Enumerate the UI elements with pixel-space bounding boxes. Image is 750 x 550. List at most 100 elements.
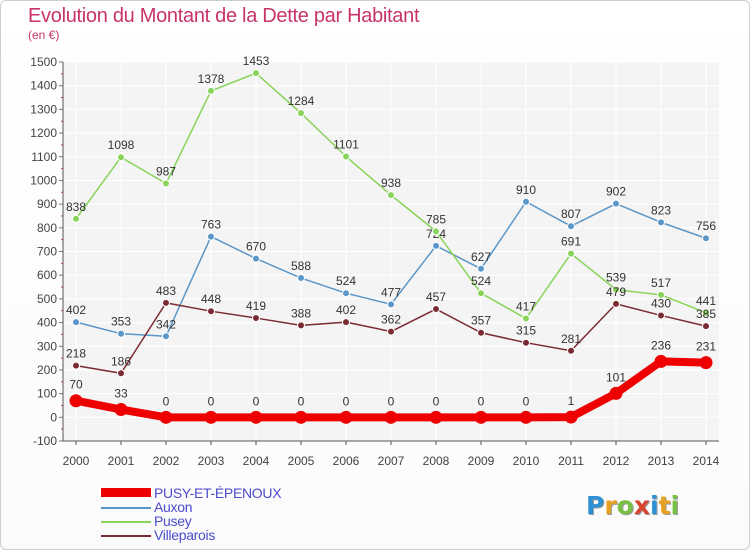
data-point bbox=[702, 308, 710, 317]
data-point bbox=[657, 311, 665, 320]
data-label: 756 bbox=[696, 219, 716, 233]
data-point bbox=[429, 410, 443, 424]
data-point bbox=[519, 410, 533, 424]
data-point bbox=[702, 234, 710, 243]
data-label: 1 bbox=[568, 394, 575, 408]
series-auxon: 4023533427636705885244777246279108079028… bbox=[66, 183, 716, 341]
data-point bbox=[567, 222, 575, 231]
x-tick-label: 2009 bbox=[468, 454, 495, 468]
data-point bbox=[657, 290, 665, 299]
legend-label-villeparois: Villeparois bbox=[154, 527, 216, 543]
data-label: 0 bbox=[298, 394, 305, 408]
data-point bbox=[339, 410, 353, 424]
y-tick-label: 700 bbox=[37, 245, 57, 259]
data-point bbox=[72, 318, 80, 327]
data-label: 785 bbox=[426, 212, 446, 226]
data-point bbox=[477, 328, 485, 337]
data-label: 281 bbox=[561, 332, 581, 346]
data-label: 670 bbox=[246, 240, 266, 254]
logo-letter: i bbox=[650, 491, 659, 520]
y-tick-label: 1000 bbox=[30, 173, 57, 187]
data-point bbox=[342, 318, 350, 327]
x-tick-label: 2012 bbox=[603, 454, 630, 468]
data-point bbox=[432, 241, 440, 250]
data-label: 483 bbox=[156, 284, 176, 298]
y-tick-label: 600 bbox=[37, 268, 57, 282]
data-point bbox=[342, 289, 350, 298]
data-label: 430 bbox=[651, 296, 671, 310]
data-label: 0 bbox=[163, 394, 170, 408]
data-label: 0 bbox=[253, 394, 260, 408]
data-point bbox=[477, 289, 485, 298]
data-point bbox=[207, 307, 215, 316]
data-label: 231 bbox=[696, 340, 716, 354]
logo-letter: o bbox=[616, 491, 634, 520]
y-tick-label: 0 bbox=[50, 410, 57, 424]
x-tick-label: 2008 bbox=[423, 454, 450, 468]
data-point bbox=[612, 299, 620, 308]
x-tick-label: 2014 bbox=[693, 454, 720, 468]
data-label: 902 bbox=[606, 185, 626, 199]
data-label: 987 bbox=[156, 165, 176, 179]
data-label: 448 bbox=[201, 292, 221, 306]
data-label: 910 bbox=[516, 183, 536, 197]
data-point bbox=[522, 314, 530, 323]
data-point bbox=[522, 197, 530, 206]
data-label: 0 bbox=[433, 394, 440, 408]
legend-swatch-pusy bbox=[101, 488, 151, 497]
logo-letter: r bbox=[604, 491, 617, 520]
data-point bbox=[162, 332, 170, 341]
data-label: 1284 bbox=[288, 94, 315, 108]
x-tick-label: 2001 bbox=[108, 454, 135, 468]
y-tick-label: 1100 bbox=[31, 150, 57, 164]
data-label: 479 bbox=[606, 285, 626, 299]
data-point bbox=[297, 109, 305, 118]
y-tick-label: 300 bbox=[37, 339, 57, 353]
data-point bbox=[612, 199, 620, 208]
x-tick-label: 2006 bbox=[333, 454, 360, 468]
data-point bbox=[432, 227, 440, 236]
data-label: 938 bbox=[381, 176, 401, 190]
data-point bbox=[387, 300, 395, 309]
logo-letter: i bbox=[670, 491, 680, 520]
data-label: 218 bbox=[66, 347, 86, 361]
data-point bbox=[162, 179, 170, 188]
data-label: 357 bbox=[471, 314, 491, 328]
x-tick-label: 2002 bbox=[153, 454, 180, 468]
data-point bbox=[564, 410, 578, 424]
data-point bbox=[294, 410, 308, 424]
data-label: 1378 bbox=[198, 72, 225, 86]
data-label: 539 bbox=[606, 271, 626, 285]
data-point bbox=[72, 361, 80, 370]
data-label: 441 bbox=[696, 294, 716, 308]
data-point bbox=[474, 410, 488, 424]
x-tick-label: 2010 bbox=[513, 454, 540, 468]
data-label: 33 bbox=[114, 386, 128, 400]
data-label: 517 bbox=[651, 276, 671, 290]
data-point bbox=[297, 321, 305, 330]
legend-label-pusey: Pusey bbox=[154, 513, 192, 529]
data-label: 0 bbox=[343, 394, 350, 408]
chart-title: Evolution du Montant de la Dette par Hab… bbox=[28, 5, 420, 27]
data-label: 236 bbox=[651, 338, 671, 352]
data-label: 807 bbox=[561, 207, 581, 221]
x-tick-label: 2000 bbox=[63, 454, 90, 468]
data-point bbox=[207, 232, 215, 241]
chart-unit-label: (en €) bbox=[28, 28, 60, 42]
x-tick-label: 2004 bbox=[243, 454, 270, 468]
data-label: 763 bbox=[201, 218, 221, 232]
data-label: 101 bbox=[606, 370, 626, 384]
data-label: 388 bbox=[291, 306, 311, 320]
data-label: 524 bbox=[471, 274, 491, 288]
series-villeparois: 218 186 483 448 419 388 402 362 457 357 315 281 479 4… bbox=[66, 284, 716, 378]
y-tick-label: 1400 bbox=[30, 79, 57, 93]
y-tick-label: 100 bbox=[37, 387, 57, 401]
data-label: 353 bbox=[111, 315, 131, 329]
proxiti-logo: Proxiti bbox=[586, 491, 679, 520]
y-tick-label: 1200 bbox=[30, 126, 57, 140]
data-point bbox=[609, 386, 623, 400]
legend-label-pusy: PUSY-ET-ÉPENOUX bbox=[154, 485, 282, 501]
series-pusey: 838 1098 987 1378 1453 1284 1101 938 785 524 417 69… bbox=[66, 54, 716, 323]
